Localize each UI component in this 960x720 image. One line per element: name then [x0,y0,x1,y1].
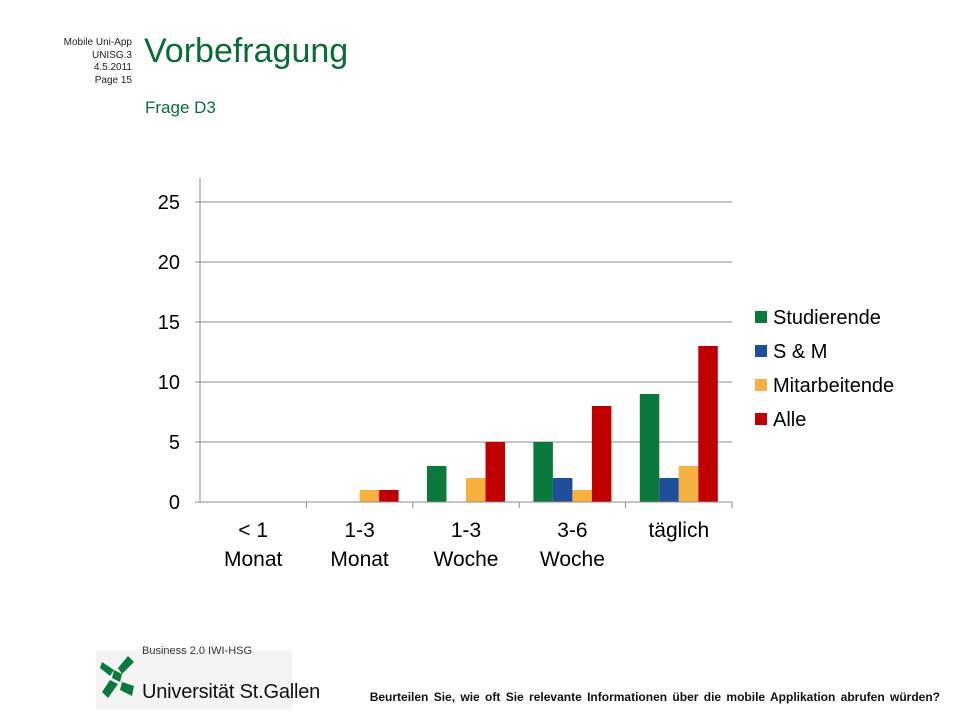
page-subtitle: Frage D3 [145,98,216,117]
legend-item: Studierende [755,307,881,329]
bar-alle [698,346,718,502]
university-logo-icon [96,650,292,710]
x-category-label: Monat [330,548,389,571]
x-category-label: Woche [434,548,499,571]
bar-mitarbeitende [678,466,699,502]
bar-mitarbeitende [359,490,380,502]
bar-s-m [659,478,679,502]
bar-alle [485,442,505,502]
x-category-label: 1-3 [451,519,481,542]
x-category-label: < 1 [238,519,268,542]
bar-studierende [533,442,553,502]
bar-studierende [639,394,660,502]
bar-alle [379,490,399,502]
bar-mitarbeitende [466,478,486,502]
logo-tagline: Business 2.0 IWI-HSG [142,645,253,657]
x-category-label: Monat [224,548,283,571]
bar-mitarbeitende [572,490,592,502]
legend-swatch [755,311,767,323]
chart-legend: Studierende S & M Mitarbeitende Alle [755,307,894,431]
y-tick-label: 25 [158,192,180,214]
y-tick-label: 10 [158,372,180,394]
chart-bars [359,346,718,502]
legend-label: Studierende [773,307,881,329]
x-category-label: Woche [540,548,605,571]
legend-swatch [755,345,767,357]
legend-swatch [755,379,767,391]
bar-s-m [552,478,573,502]
x-category-label: täglich [648,519,709,542]
page-title: Vorbefragung [144,32,349,70]
chart-axes [199,178,733,508]
meta-line-1: Mobile Uni-App [63,37,132,48]
legend-label: Alle [773,409,806,431]
chart-y-ticks: 0 5 10 15 20 25 [158,192,200,514]
bar-studierende [427,466,447,502]
y-tick-label: 0 [169,492,180,514]
y-tick-label: 20 [158,252,180,274]
legend-label: Mitarbeitende [773,375,894,397]
meta-line-4: Page 15 [94,74,132,86]
meta-line-3: 4.5.2011 [93,62,132,73]
chart-x-labels: < 1 Monat 1-3 Monat 1-3 Woche 3-6 Woche täglich [224,519,709,571]
legend-label: S & M [773,341,827,363]
meta-line-2: UNISG.3 [91,49,132,61]
legend-swatch [755,413,767,425]
legend-item: Mitarbeitende [755,375,894,397]
chart-grid [200,201,732,443]
bar-alle [591,406,612,502]
x-category-label: 3-6 [557,519,587,542]
question-text: Beurteilen Sie, wie oft Sie relevante In… [369,690,940,704]
legend-item: Alle [755,409,806,431]
x-category-label: 1-3 [344,519,374,542]
y-tick-label: 15 [158,312,180,334]
slide-meta: Mobile Uni-App UNISG.3 4.5.2011 Page 15 [20,37,132,87]
logo-name: Universität St.Gallen [142,681,321,703]
y-tick-label: 5 [169,432,180,454]
legend-item: S & M [755,341,827,363]
